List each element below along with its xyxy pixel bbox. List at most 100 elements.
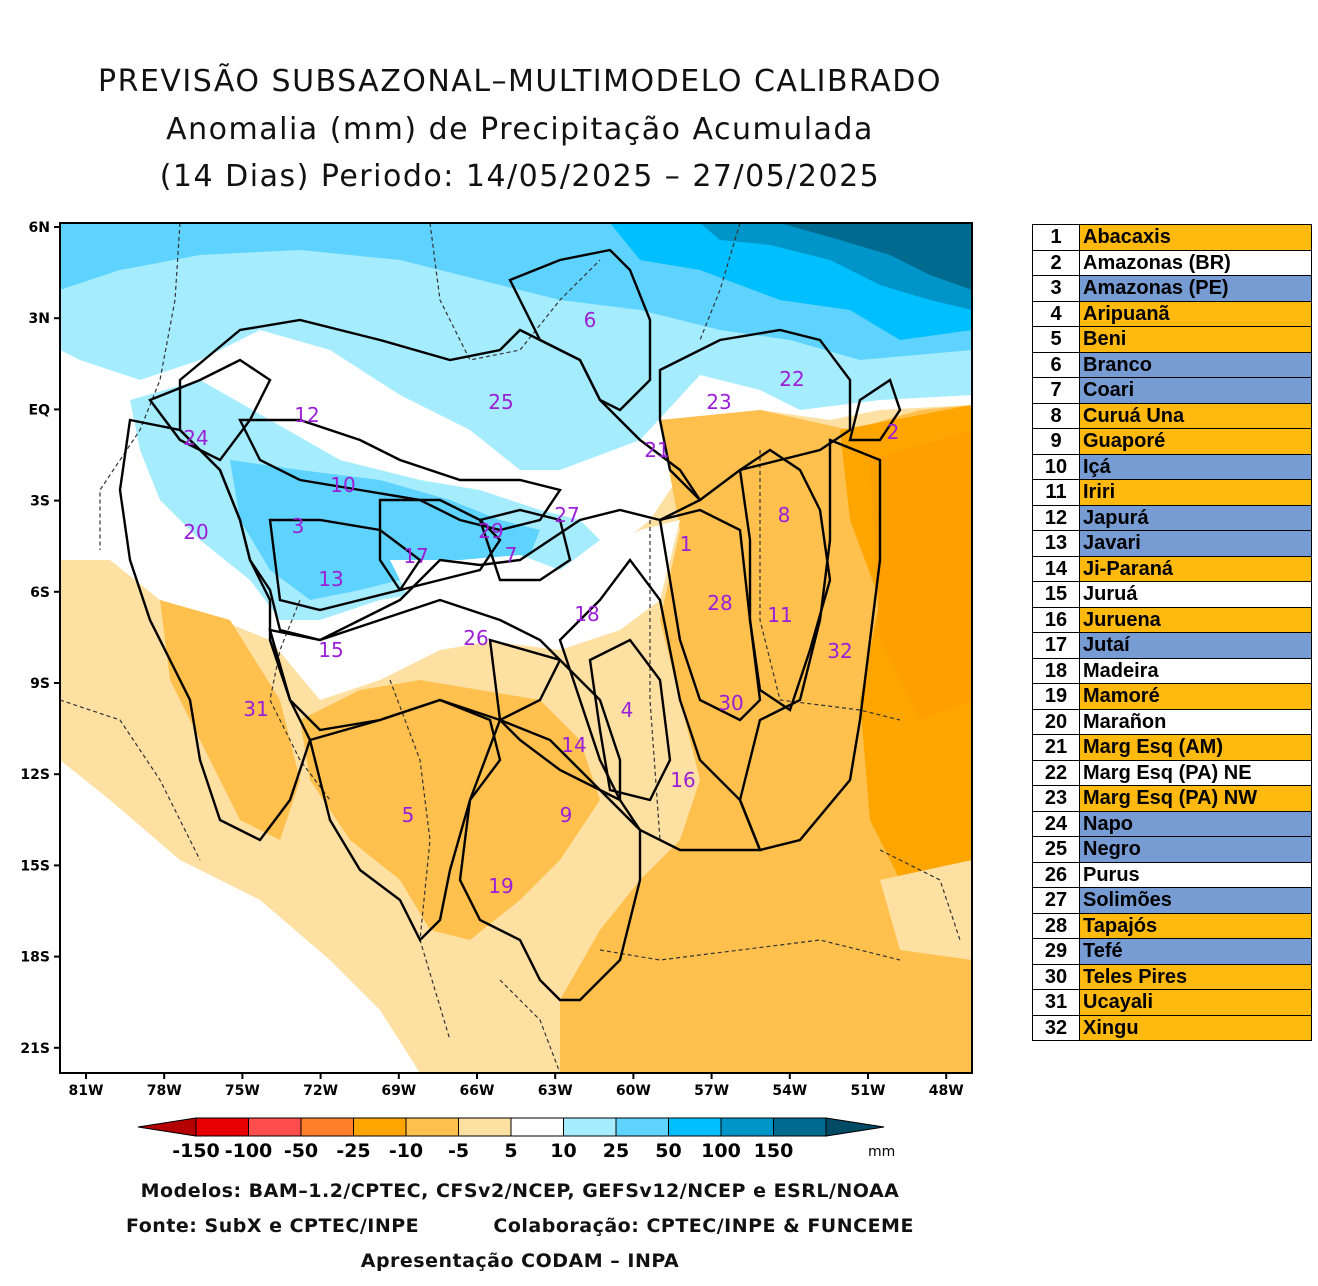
basin-number: 2	[887, 420, 900, 444]
basin-number: 32	[827, 639, 852, 663]
legend-number: 13	[1032, 530, 1080, 557]
anomaly-field	[60, 223, 972, 1073]
colorbar: -150 -100 -50 -25 -10 -5 5 10 25 50 100 150	[137, 1117, 885, 1162]
basin-number: 29	[478, 519, 503, 543]
legend-basin-name: Mamoré	[1079, 683, 1312, 710]
legend-number: 28	[1032, 912, 1080, 939]
colorbar-swatch	[563, 1117, 617, 1137]
basin-number: 31	[243, 697, 268, 721]
legend-basin-name: Iriri	[1079, 479, 1312, 506]
colorbar-label: 50	[655, 1140, 681, 1162]
legend-number: 20	[1032, 708, 1080, 735]
lon-label: 81W	[69, 1083, 104, 1099]
legend-row: 10 Içá	[1032, 453, 1312, 480]
legend-basin-name: Abacaxis	[1079, 224, 1312, 251]
basin-number: 13	[318, 567, 343, 591]
legend-row: 16 Juruena	[1032, 606, 1312, 633]
legend-number: 30	[1032, 963, 1080, 990]
footer-presentation: Apresentação CODAM – INPA	[360, 1250, 680, 1272]
legend-row: 12 Japurá	[1032, 504, 1312, 531]
lat-label: 9S	[30, 676, 50, 692]
legend-row: 25 Negro	[1032, 836, 1312, 863]
lat-label: 6S	[30, 585, 50, 601]
legend-basin-name: Coari	[1079, 377, 1312, 404]
legend-number: 14	[1032, 555, 1080, 582]
footer-source: Fonte: SubX e CPTEC/INPE	[126, 1215, 420, 1237]
legend-row: 17 Jutaí	[1032, 632, 1312, 659]
legend-number: 22	[1032, 759, 1080, 786]
lat-label: 6N	[29, 220, 50, 236]
basin-number: 27	[554, 503, 579, 527]
legend-row: 13 Javari	[1032, 530, 1312, 557]
legend-row: 7 Coari	[1032, 377, 1312, 404]
legend-basin-name: Marg Esq (PA) NE	[1079, 759, 1312, 786]
legend-basin-name: Marg Esq (PA) NW	[1079, 785, 1312, 812]
dry-region-sw	[160, 600, 300, 840]
legend-number: 8	[1032, 402, 1080, 429]
legend-row: 4 Aripuanã	[1032, 300, 1312, 327]
legend-row: 30 Teles Pires	[1032, 963, 1312, 990]
legend-row: 31 Ucayali	[1032, 989, 1312, 1016]
legend-number: 3	[1032, 275, 1080, 302]
legend-basin-name: Japurá	[1079, 504, 1312, 531]
legend-number: 32	[1032, 1014, 1080, 1041]
lat-label: 21S	[20, 1041, 50, 1057]
legend-number: 21	[1032, 734, 1080, 761]
colorbar-label: 100	[701, 1140, 741, 1162]
legend-row: 18 Madeira	[1032, 657, 1312, 684]
legend-row: 29 Tefé	[1032, 938, 1312, 965]
legend-number: 24	[1032, 810, 1080, 837]
lat-label: 12S	[20, 767, 50, 783]
legend-basin-name: Içá	[1079, 453, 1312, 480]
title-line-2: Anomalia (mm) de Precipitação Acumulada	[166, 112, 874, 147]
colorbar-label: -50	[284, 1140, 318, 1162]
legend-basin-name: Xingu	[1079, 1014, 1312, 1041]
legend-basin-name: Beni	[1079, 326, 1312, 353]
legend-row: 27 Solimões	[1032, 887, 1312, 914]
lon-label: 72W	[303, 1083, 338, 1099]
basin-number: 17	[403, 544, 428, 568]
basin-number: 10	[330, 473, 355, 497]
colorbar-swatch	[668, 1117, 722, 1137]
basin-number: 12	[294, 403, 319, 427]
title-line-3: (14 Dias) Periodo: 14/05/2025 – 27/05/20…	[159, 159, 881, 194]
basin-number: 6	[584, 308, 597, 332]
basin-number: 15	[318, 638, 343, 662]
legend-row: 23 Marg Esq (PA) NW	[1032, 785, 1312, 812]
footer-collaboration: Colaboração: CPTEC/INPE & FUNCEME	[493, 1215, 914, 1237]
basin-number: 4	[621, 698, 634, 722]
colorbar-label: -5	[448, 1140, 469, 1162]
legend-basin-name: Marañon	[1079, 708, 1312, 735]
lon-label: 66W	[460, 1083, 495, 1099]
lat-label: 3N	[29, 311, 50, 327]
basin-number: 25	[488, 390, 513, 414]
basin-number: 16	[670, 768, 695, 792]
white-region-southwest	[60, 760, 420, 1073]
colorbar-label: -25	[336, 1140, 370, 1162]
legend-number: 19	[1032, 683, 1080, 710]
basin-number: 28	[707, 591, 732, 615]
basin-number: 8	[778, 503, 791, 527]
legend-basin-name: Teles Pires	[1079, 963, 1312, 990]
latitude-axis: 6N 3N EQ 3S 6S 9S 12S 15S 18S 21S	[20, 220, 60, 1057]
basin-number: 22	[779, 367, 804, 391]
legend-number: 25	[1032, 836, 1080, 863]
legend-basin-name: Aripuanã	[1079, 300, 1312, 327]
basin-number: 26	[463, 626, 488, 650]
basin-number: 7	[505, 543, 518, 567]
legend-number: 12	[1032, 504, 1080, 531]
colorbar-swatch	[773, 1117, 827, 1137]
lon-label: 57W	[694, 1083, 729, 1099]
legend-number: 16	[1032, 606, 1080, 633]
basin-number: 11	[767, 603, 792, 627]
legend-row: 28 Tapajós	[1032, 912, 1312, 939]
lon-label: 54W	[772, 1083, 807, 1099]
basin-outlines	[118, 248, 902, 1002]
legend-basin-name: Marg Esq (AM)	[1079, 734, 1312, 761]
lat-label: 15S	[20, 858, 50, 874]
legend-row: 15 Juruá	[1032, 581, 1312, 608]
colorbar-left-triangle	[137, 1117, 197, 1137]
basin-number-labels: 1234567891011121314151617181920212223242…	[183, 308, 899, 898]
legend-basin-name: Ji-Paraná	[1079, 555, 1312, 582]
basin-number: 23	[706, 390, 731, 414]
